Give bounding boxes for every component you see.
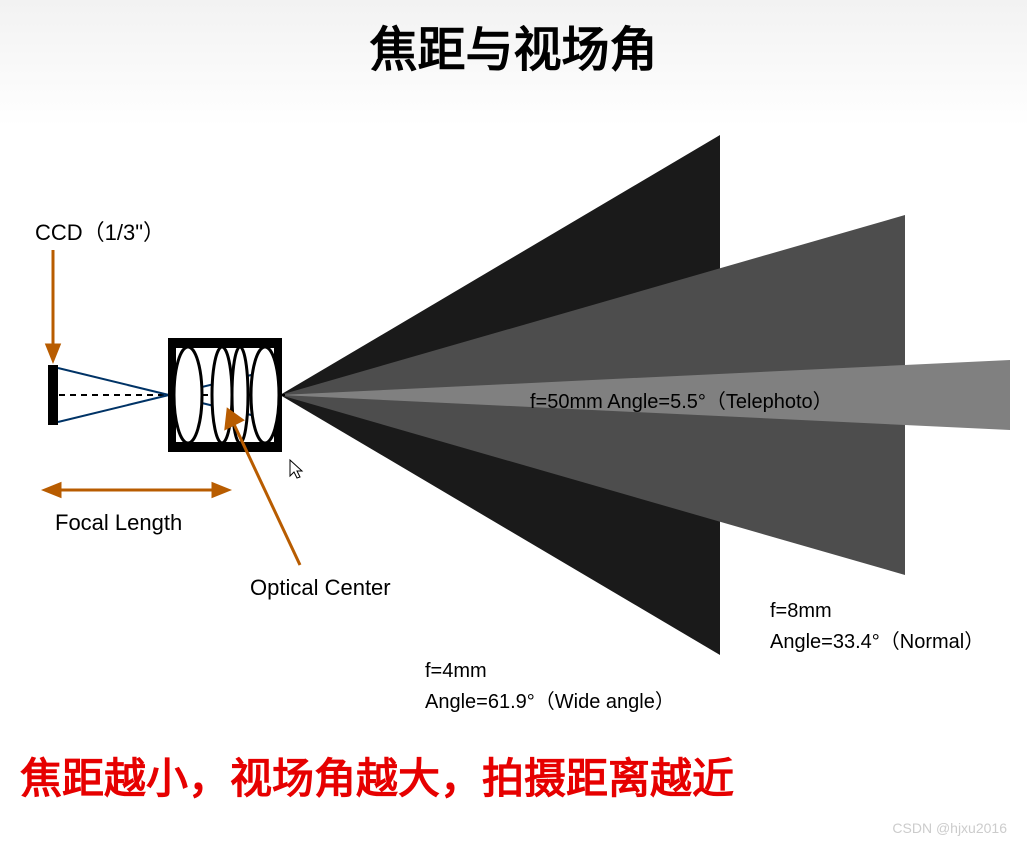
ccd-label: CCD（1/3"） bbox=[35, 215, 165, 247]
ccd-arrow bbox=[47, 250, 59, 360]
focal-length-label: Focal Length bbox=[55, 510, 182, 536]
normal-label-line1: f=8mm bbox=[770, 600, 832, 623]
page-title: 焦距与视场角 bbox=[0, 0, 1027, 80]
lens-assembly bbox=[168, 338, 282, 452]
wide-label-line2: Angle=61.9°（Wide angle） bbox=[425, 685, 675, 714]
optical-center-label: Optical Center bbox=[250, 575, 391, 601]
focal-length-arrow bbox=[45, 484, 228, 496]
cursor-icon bbox=[290, 460, 302, 478]
telephoto-label: f=50mm Angle=5.5°（Telephoto） bbox=[530, 385, 833, 414]
watermark-text: CSDN @hjxu2016 bbox=[892, 820, 1007, 836]
lens-diagram bbox=[0, 120, 1027, 680]
normal-label-line2: Angle=33.4°（Normal） bbox=[770, 625, 984, 654]
summary-text: 焦距越小，视场角越大，拍摄距离越近 bbox=[20, 745, 734, 806]
wide-label-line1: f=4mm bbox=[425, 660, 487, 683]
ccd-sensor bbox=[48, 365, 58, 425]
